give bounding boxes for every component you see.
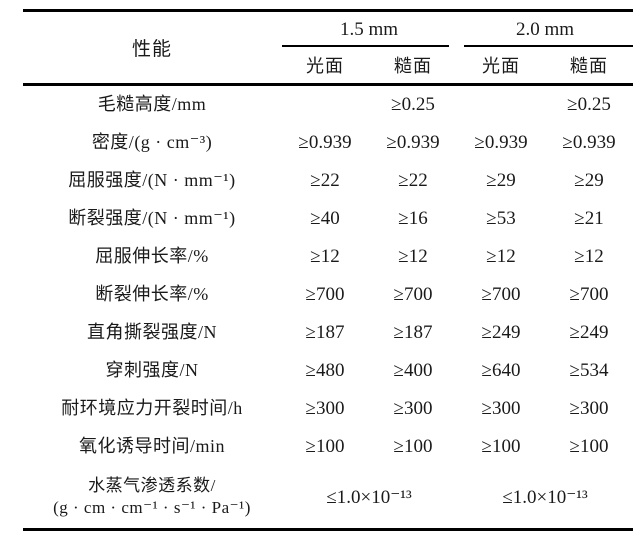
- table-row: 耐环境应力开裂时间/h ≥300 ≥300 ≥300 ≥300: [23, 390, 633, 428]
- row-label: 耐环境应力开裂时间/h: [61, 398, 243, 419]
- thickness-group-label: 1.5 mm: [339, 18, 399, 40]
- table-body: 毛糙高度/mm ≥0.25 ≥0.25 密度/(g · cm⁻³) ≥0.939 ≥0.9…: [23, 86, 633, 528]
- row-label: 氧化诱导时间/min: [78, 436, 225, 457]
- subcolumn-header-rough: 糙面: [570, 56, 608, 76]
- value-cell: ≥0.939: [562, 132, 616, 153]
- row-label: 断裂伸长率/%: [95, 284, 209, 305]
- value-cell: ≥0.939: [298, 132, 352, 153]
- property-column-header: 性能: [131, 39, 172, 60]
- row-label: 断裂强度/(N · mm⁻¹): [68, 208, 236, 229]
- row-label: 穿刺强度/N: [105, 360, 199, 381]
- value-cell: ≤1.0×10⁻¹³: [502, 486, 588, 508]
- row-label: 毛糙高度/mm: [97, 94, 207, 115]
- value-cell: [457, 86, 545, 124]
- value-cell: ≥187: [393, 322, 433, 343]
- value-cell: ≥300: [569, 398, 609, 419]
- value-cell: ≥640: [481, 360, 521, 381]
- group-underline: [464, 45, 633, 47]
- value-cell: ≥700: [569, 284, 609, 305]
- value-cell: ≥700: [481, 284, 521, 305]
- material-spec-table: 性能 1.5 mm 2.0 mm 光面 糙面 光面 糙面 毛糙高度/mm ≥0.2…: [23, 9, 633, 531]
- row-label: 屈服强度/(N · mm⁻¹): [68, 170, 236, 191]
- table-row: 氧化诱导时间/min ≥100 ≥100 ≥100 ≥100: [23, 428, 633, 466]
- table-row: 穿刺强度/N ≥480 ≥400 ≥640 ≥534: [23, 352, 633, 390]
- value-cell: ≥400: [393, 360, 433, 381]
- value-cell: ≥100: [393, 436, 433, 457]
- subcolumn-header-smooth: 光面: [482, 56, 520, 76]
- value-cell: ≥249: [569, 322, 609, 343]
- table-row: 断裂强度/(N · mm⁻¹) ≥40 ≥16 ≥53 ≥21: [23, 200, 633, 238]
- thickness-group-1-5mm: 1.5 mm: [281, 12, 457, 47]
- row-label: 直角撕裂强度/N: [87, 322, 217, 343]
- value-cell: ≥0.939: [474, 132, 528, 153]
- value-cell: ≥29: [486, 170, 516, 191]
- value-cell: ≥22: [398, 170, 428, 191]
- table-row: 直角撕裂强度/N ≥187 ≥187 ≥249 ≥249: [23, 314, 633, 352]
- value-cell: ≥300: [393, 398, 433, 419]
- value-cell: ≥480: [305, 360, 345, 381]
- value-cell: ≥12: [574, 246, 604, 267]
- value-cell: ≥12: [398, 246, 428, 267]
- value-cell: ≥187: [305, 322, 345, 343]
- value-cell: ≥700: [305, 284, 345, 305]
- table-row: 屈服伸长率/% ≥12 ≥12 ≥12 ≥12: [23, 238, 633, 276]
- value-cell: ≥53: [486, 208, 516, 229]
- value-cell: ≤1.0×10⁻¹³: [326, 486, 412, 508]
- value-cell: ≥16: [398, 208, 428, 229]
- subcolumn-header-smooth: 光面: [306, 56, 344, 76]
- value-cell: ≥100: [569, 436, 609, 457]
- table-row: 屈服强度/(N · mm⁻¹) ≥22 ≥22 ≥29 ≥29: [23, 162, 633, 200]
- value-cell: ≥300: [481, 398, 521, 419]
- value-cell: ≥0.939: [386, 132, 440, 153]
- table-row: 毛糙高度/mm ≥0.25 ≥0.25: [23, 86, 633, 124]
- row-label: 密度/(g · cm⁻³): [91, 132, 213, 153]
- value-cell: ≥249: [481, 322, 521, 343]
- value-cell: ≥0.25: [567, 94, 611, 115]
- value-cell: ≥0.25: [391, 94, 435, 115]
- row-label: 水蒸气渗透系数/ (g · cm · cm⁻¹ · s⁻¹ · Pa⁻¹): [53, 475, 251, 517]
- value-cell: ≥300: [305, 398, 345, 419]
- table-row: 断裂伸长率/% ≥700 ≥700 ≥700 ≥700: [23, 276, 633, 314]
- value-cell: ≥21: [574, 208, 604, 229]
- group-underline: [282, 45, 449, 47]
- table-row: 密度/(g · cm⁻³) ≥0.939 ≥0.939 ≥0.939 ≥0.939: [23, 124, 633, 162]
- table-header: 性能 1.5 mm 2.0 mm 光面 糙面 光面 糙面: [23, 12, 633, 86]
- thickness-group-label: 2.0 mm: [515, 18, 575, 40]
- subcolumn-header-rough: 糙面: [394, 56, 432, 76]
- row-label: 屈服伸长率/%: [95, 246, 209, 267]
- value-cell: ≥22: [310, 170, 340, 191]
- table-row: 水蒸气渗透系数/ (g · cm · cm⁻¹ · s⁻¹ · Pa⁻¹) ≤1.…: [23, 466, 633, 528]
- value-cell: ≥29: [574, 170, 604, 191]
- value-cell: ≥12: [486, 246, 516, 267]
- value-cell: ≥40: [310, 208, 340, 229]
- value-cell: ≥534: [569, 360, 609, 381]
- value-cell: ≥700: [393, 284, 433, 305]
- value-cell: ≥100: [481, 436, 521, 457]
- value-cell: [281, 86, 369, 124]
- value-cell: ≥12: [310, 246, 340, 267]
- value-cell: ≥100: [305, 436, 345, 457]
- thickness-group-2-0mm: 2.0 mm: [457, 12, 633, 47]
